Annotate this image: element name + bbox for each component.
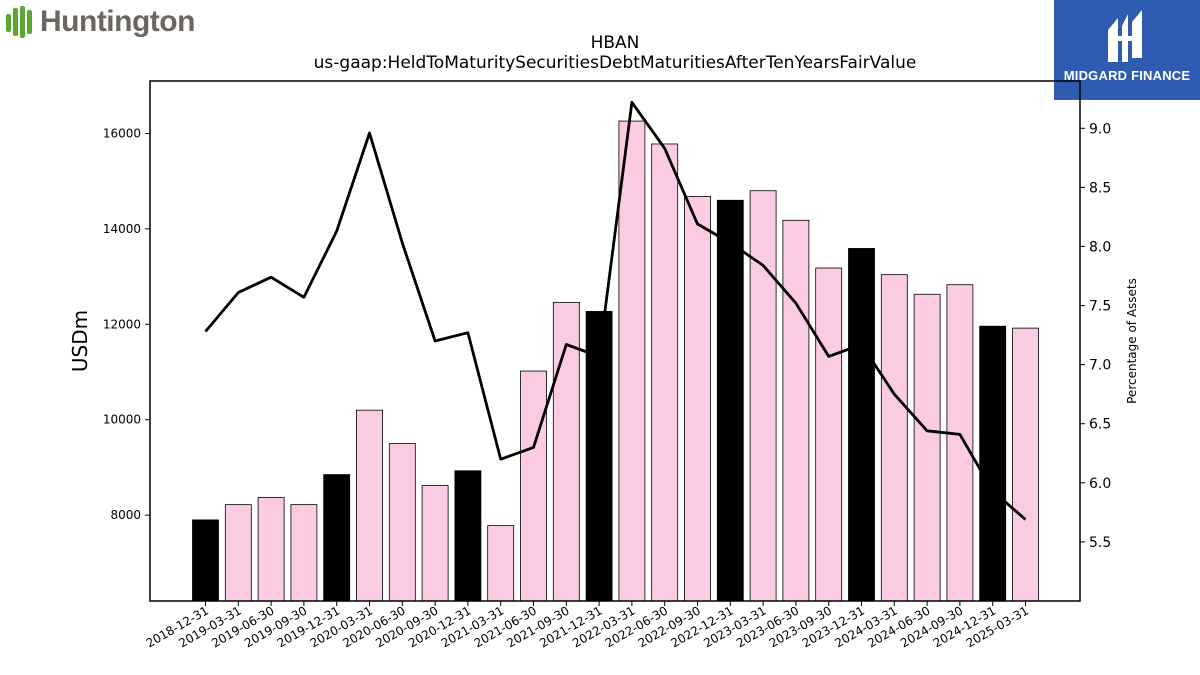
midgard-logo: MIDGARD FINANCE bbox=[1054, 0, 1200, 100]
bar-2018-12-31 bbox=[192, 519, 219, 602]
bar-2024-06-30 bbox=[913, 293, 941, 602]
huntington-wordmark: Huntington bbox=[40, 5, 195, 38]
bar-2025-03-31 bbox=[1012, 327, 1039, 602]
bar-2021-09-30 bbox=[552, 301, 580, 602]
bar-2020-03-31 bbox=[356, 409, 383, 602]
bar-2021-03-31 bbox=[487, 525, 515, 602]
x-axis: 2018-12-312019-03-312019-06-302019-09-30… bbox=[144, 601, 1031, 650]
y-tick-label: 16000 bbox=[103, 126, 141, 140]
y-tick-label: 12000 bbox=[103, 317, 141, 331]
bar-2019-03-31 bbox=[224, 504, 252, 602]
bar-2022-03-31 bbox=[618, 120, 646, 602]
bar-2021-06-30 bbox=[520, 370, 547, 602]
bar-2020-12-31 bbox=[454, 470, 482, 602]
bar-2023-09-30 bbox=[815, 267, 843, 602]
bar-2022-12-31 bbox=[716, 199, 744, 602]
bar-2020-06-30 bbox=[388, 443, 416, 602]
bar-2023-03-31 bbox=[749, 190, 777, 602]
y-tick-label: 8000 bbox=[110, 508, 141, 522]
plot-frame bbox=[149, 80, 1081, 602]
bar-2024-03-31 bbox=[880, 274, 908, 602]
bar-2022-06-30 bbox=[651, 143, 679, 602]
y-axis-label: USDm bbox=[68, 310, 92, 372]
y2-tick-label: 9.0 bbox=[1089, 121, 1111, 137]
bar-2019-12-31 bbox=[323, 474, 351, 602]
y2-tick-label: 6.5 bbox=[1089, 417, 1111, 433]
y2-tick-label: 5.5 bbox=[1089, 535, 1111, 551]
line-series bbox=[204, 100, 1027, 521]
percentage-line bbox=[204, 100, 1027, 521]
bar-2022-09-30 bbox=[684, 196, 711, 602]
bar-series bbox=[192, 120, 1039, 602]
y-axis-right: 5.5 6.0 6.5 7.0 7.5 8.0 8.5 9.0 bbox=[1080, 121, 1111, 551]
bar-2024-12-31 bbox=[979, 325, 1007, 602]
y2-tick-label: 6.0 bbox=[1089, 476, 1111, 492]
y-axis-left: 8000 10000 12000 14000 16000 bbox=[103, 126, 150, 522]
y-tick-label: 10000 bbox=[103, 413, 141, 427]
y2-tick-label: 7.0 bbox=[1089, 358, 1111, 374]
y2-tick-label: 7.5 bbox=[1089, 299, 1111, 315]
huntington-logo: Huntington bbox=[4, 4, 195, 40]
chart-title: HBAN bbox=[591, 33, 640, 53]
midgard-logo-icon bbox=[1108, 10, 1142, 62]
bar-2024-09-30 bbox=[946, 284, 974, 602]
bar-2021-12-31 bbox=[585, 311, 613, 602]
y2-axis-label: Percentage of Assets bbox=[1125, 278, 1139, 404]
bar-2019-09-30 bbox=[290, 504, 318, 602]
y-tick-label: 14000 bbox=[103, 222, 141, 236]
y2-tick-label: 8.5 bbox=[1089, 180, 1111, 196]
bar-2020-09-30 bbox=[421, 485, 449, 602]
y2-tick-label: 8.0 bbox=[1089, 239, 1111, 255]
bar-2019-06-30 bbox=[257, 497, 285, 602]
chart-subtitle: us-gaap:HeldToMaturitySecuritiesDebtMatu… bbox=[314, 53, 917, 73]
midgard-wordmark: MIDGARD FINANCE bbox=[1063, 68, 1191, 83]
bar-2023-06-30 bbox=[782, 219, 810, 602]
huntington-leaf-icon bbox=[6, 6, 32, 38]
bar-2023-12-31 bbox=[848, 248, 875, 602]
